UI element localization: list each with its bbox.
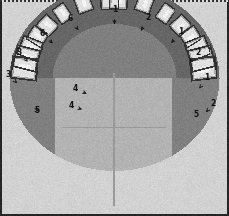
Text: 6: 6 — [67, 14, 78, 29]
Text: 4: 4 — [73, 84, 86, 94]
Text: 3: 3 — [17, 48, 27, 61]
Text: 2: 2 — [207, 99, 215, 112]
Text: 6: 6 — [40, 29, 52, 43]
Text: 2: 2 — [190, 48, 201, 62]
Text: 4: 4 — [68, 101, 81, 110]
Text: 2: 2 — [141, 13, 150, 30]
Text: 5: 5 — [193, 110, 198, 119]
Text: 1: 1 — [200, 73, 210, 88]
Text: 5: 5 — [34, 106, 39, 115]
Text: 1: 1 — [172, 27, 183, 43]
Text: 3: 3 — [5, 70, 16, 83]
Text: 1: 1 — [112, 5, 117, 23]
